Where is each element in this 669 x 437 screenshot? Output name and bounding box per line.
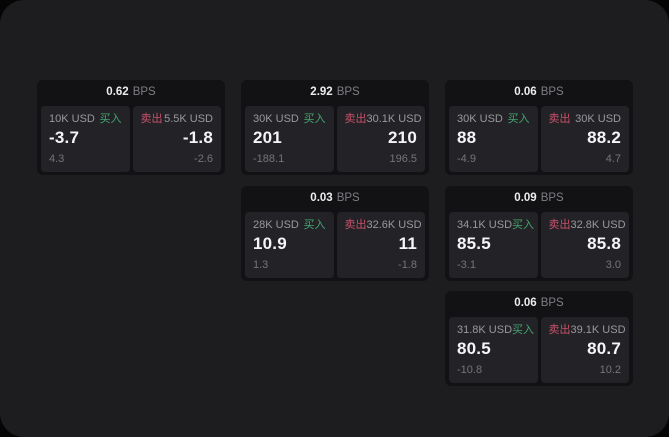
buy-side-label: 买入 (99, 113, 122, 125)
buy-panel[interactable]: 30K USD 买入 201 -188.1 (245, 106, 334, 172)
quote-card: 0.03 BPS 28K USD 买入 10.9 1.3 卖出 32.6K US… (241, 186, 429, 281)
buy-size-label: 30K USD (253, 113, 299, 125)
buy-side-label: 买入 (303, 113, 326, 125)
buy-side-label: 买入 (303, 219, 326, 231)
sell-sub-value: 3.0 (605, 259, 621, 271)
spread-unit: BPS (540, 192, 564, 205)
spread-header: 0.03 BPS (241, 186, 429, 212)
buy-panel[interactable]: 34.1K USD 买入 85.5 -3.1 (449, 212, 538, 278)
sell-side-label: 卖出 (548, 113, 571, 125)
sell-size-label: 5.5K USD (164, 113, 213, 125)
quote-body: 30K USD 买入 201 -188.1 卖出 30.1K USD 210 1… (241, 106, 429, 172)
quote-body: 31.8K USD 买入 80.5 -10.8 卖出 39.1K USD 80.… (445, 317, 633, 383)
quote-body: 30K USD 买入 88 -4.9 卖出 30K USD 88.2 4.7 (445, 106, 633, 172)
buy-panel[interactable]: 30K USD 买入 88 -4.9 (449, 106, 538, 172)
buy-price: 10.9 (253, 234, 287, 253)
quote-card: 0.06 BPS 30K USD 买入 88 -4.9 卖出 30K USD (445, 80, 633, 175)
sell-size-label: 30K USD (575, 113, 621, 125)
sell-side-label: 卖出 (548, 219, 571, 231)
sell-side-label: 卖出 (344, 113, 367, 125)
buy-side-label: 买入 (512, 324, 535, 336)
sell-side-label: 卖出 (344, 219, 367, 231)
spread-value: 0.03 (310, 192, 333, 205)
spread-value: 0.06 (514, 86, 537, 99)
sell-size-label: 39.1K USD (570, 324, 626, 336)
spread-value: 0.06 (514, 297, 537, 310)
sell-panel[interactable]: 卖出 5.5K USD -1.8 -2.6 (132, 106, 221, 172)
spread-unit: BPS (540, 297, 564, 310)
spread-header: 0.06 BPS (445, 291, 633, 317)
buy-panel[interactable]: 31.8K USD 买入 80.5 -10.8 (449, 317, 538, 383)
buy-price: 88 (457, 128, 477, 147)
buy-side-label: 买入 (512, 219, 535, 231)
sell-sub-value: 10.2 (599, 364, 621, 376)
buy-size-label: 34.1K USD (457, 219, 513, 231)
sell-sub-value: 4.7 (605, 153, 621, 165)
buy-sub-value: 4.3 (49, 153, 65, 165)
spread-unit: BPS (336, 192, 360, 205)
buy-sub-value: -10.8 (457, 364, 483, 376)
spread-header: 0.09 BPS (445, 186, 633, 212)
buy-price: -3.7 (49, 128, 80, 147)
buy-panel[interactable]: 10K USD 买入 -3.7 4.3 (41, 106, 130, 172)
sell-sub-value: -1.8 (398, 259, 417, 271)
sell-size-label: 32.8K USD (570, 219, 626, 231)
quote-card: 0.09 BPS 34.1K USD 买入 85.5 -3.1 卖出 32.8K… (445, 186, 633, 281)
sell-size-label: 32.6K USD (366, 219, 422, 231)
sell-panel[interactable]: 卖出 30.1K USD 210 196.5 (336, 106, 425, 172)
sell-side-label: 卖出 (140, 113, 163, 125)
spread-header: 0.62 BPS (37, 80, 225, 106)
sell-panel[interactable]: 卖出 32.8K USD 85.8 3.0 (540, 212, 629, 278)
spread-value: 2.92 (310, 86, 333, 99)
sell-side-label: 卖出 (548, 324, 571, 336)
buy-sub-value: -4.9 (457, 153, 476, 165)
quote-card: 2.92 BPS 30K USD 买入 201 -188.1 卖出 30.1K … (241, 80, 429, 175)
buy-price: 201 (253, 128, 282, 147)
sell-price: 210 (388, 128, 417, 147)
sell-price: 88.2 (587, 128, 621, 147)
buy-size-label: 31.8K USD (457, 324, 513, 336)
sell-sub-value: 196.5 (389, 153, 417, 165)
sell-price: 85.8 (587, 234, 621, 253)
sell-price: 11 (398, 234, 417, 253)
sell-sub-value: -2.6 (194, 153, 213, 165)
buy-size-label: 28K USD (253, 219, 299, 231)
spread-unit: BPS (540, 86, 564, 99)
sell-panel[interactable]: 卖出 39.1K USD 80.7 10.2 (540, 317, 629, 383)
buy-sub-value: -3.1 (457, 259, 476, 271)
buy-panel[interactable]: 28K USD 买入 10.9 1.3 (245, 212, 334, 278)
quote-card: 0.62 BPS 10K USD 买入 -3.7 4.3 卖出 5.5K USD (37, 80, 225, 175)
spread-unit: BPS (336, 86, 360, 99)
buy-side-label: 买入 (507, 113, 530, 125)
sell-price: 80.7 (587, 339, 621, 358)
sell-panel[interactable]: 卖出 32.6K USD 11 -1.8 (336, 212, 425, 278)
sell-size-label: 30.1K USD (366, 113, 422, 125)
quote-body: 28K USD 买入 10.9 1.3 卖出 32.6K USD 11 -1.8 (241, 212, 429, 278)
quote-body: 10K USD 买入 -3.7 4.3 卖出 5.5K USD -1.8 -2.… (37, 106, 225, 172)
sell-price: -1.8 (182, 128, 213, 147)
sell-panel[interactable]: 卖出 30K USD 88.2 4.7 (540, 106, 629, 172)
quote-body: 34.1K USD 买入 85.5 -3.1 卖出 32.8K USD 85.8… (445, 212, 633, 278)
spread-unit: BPS (132, 86, 156, 99)
spread-header: 2.92 BPS (241, 80, 429, 106)
spread-value: 0.62 (106, 86, 129, 99)
buy-sub-value: 1.3 (253, 259, 269, 271)
buy-sub-value: -188.1 (253, 153, 285, 165)
buy-size-label: 10K USD (49, 113, 95, 125)
spread-header: 0.06 BPS (445, 80, 633, 106)
quote-card: 0.06 BPS 31.8K USD 买入 80.5 -10.8 卖出 39.1… (445, 291, 633, 386)
buy-size-label: 30K USD (457, 113, 503, 125)
spread-value: 0.09 (514, 192, 537, 205)
buy-price: 85.5 (457, 234, 491, 253)
buy-price: 80.5 (457, 339, 491, 358)
